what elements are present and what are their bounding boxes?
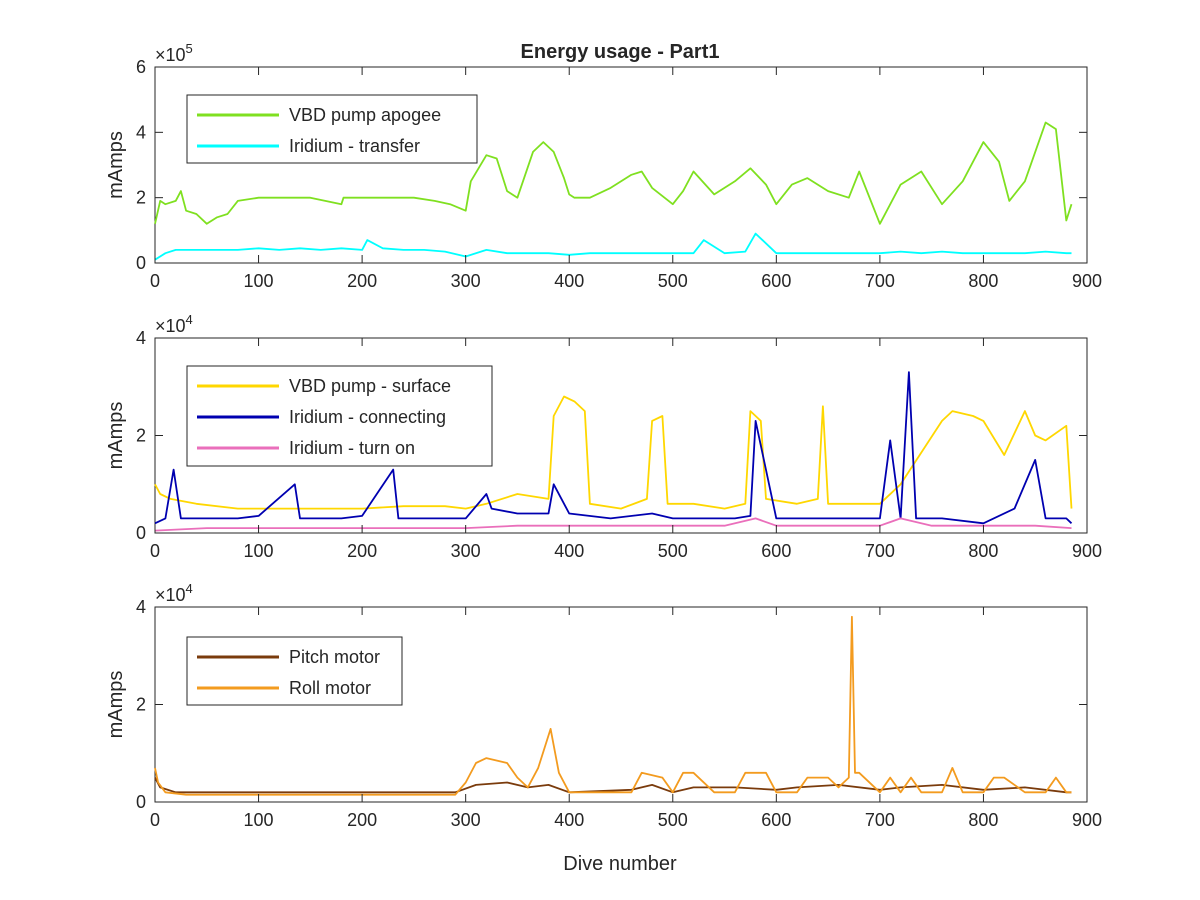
legend-box	[186, 94, 478, 164]
legend-entry-label: VBD pump apogee	[289, 105, 441, 125]
x-tick-label: 300	[451, 810, 481, 830]
x-tick-label: 100	[244, 810, 274, 830]
x-tick-label: 500	[658, 541, 688, 561]
x-tick-label: 800	[968, 541, 998, 561]
legend-entry-label: Iridium - transfer	[289, 136, 420, 156]
series-line-vbd-pump-surface	[154, 395, 1073, 510]
x-tick-label: 700	[865, 541, 895, 561]
y-axis-label: mAmps	[105, 671, 127, 739]
legend-entry-label: Pitch motor	[289, 647, 380, 667]
x-tick-label: 600	[761, 810, 791, 830]
y-tick-label: 2	[136, 426, 146, 446]
y-tick-label: 0	[136, 523, 146, 543]
series-line-iridium-transfer	[154, 232, 1072, 261]
y-tick-label: 4	[136, 122, 146, 142]
x-tick-label: 500	[658, 810, 688, 830]
x-tick-label: 800	[968, 810, 998, 830]
legend-entry-label: Roll motor	[289, 678, 371, 698]
series-line-pitch-motor	[154, 777, 1072, 794]
y-exponent-label: ×104	[155, 581, 193, 605]
y-tick-label: 6	[136, 57, 146, 77]
x-tick-label: 400	[554, 541, 584, 561]
x-tick-label: 400	[554, 810, 584, 830]
legend-entry-label: Iridium - connecting	[289, 407, 446, 427]
series-line-roll-motor	[154, 615, 1072, 796]
legend: VBD pump apogee Iridium - transfer	[186, 94, 478, 164]
x-tick-label: 700	[865, 271, 895, 291]
figure-title: Energy usage - Part1	[521, 41, 720, 63]
series-line-iridium-connecting	[154, 371, 1073, 525]
x-tick-label: 900	[1072, 541, 1102, 561]
y-exponent-label: ×105	[155, 41, 193, 65]
legend-entry-label: VBD pump - surface	[289, 376, 451, 396]
y-tick-label: 4	[136, 328, 146, 348]
x-tick-label: 900	[1072, 810, 1102, 830]
x-axis-label: Dive number	[563, 853, 677, 875]
x-tick-label: 300	[451, 541, 481, 561]
x-tick-label: 700	[865, 810, 895, 830]
x-tick-label: 500	[658, 271, 688, 291]
x-tick-label: 100	[244, 541, 274, 561]
legend-box	[186, 636, 403, 706]
x-tick-label: 0	[150, 271, 160, 291]
legend: VBD pump - surface Iridium - connecting Ir…	[186, 365, 493, 467]
y-tick-label: 2	[136, 188, 146, 208]
panel-2: 0 100 200 300 400 500 600 700 800 900 0 2 4 ×104 mAmps…	[105, 312, 1102, 561]
panel-3: 0 100 200 300 400 500 600 700 800 900 0 2 4 ×104 mAmps…	[105, 581, 1102, 830]
x-tick-label: 200	[347, 541, 377, 561]
y-exponent-label: ×104	[155, 312, 193, 336]
y-tick-label: 4	[136, 597, 146, 617]
x-tick-label: 300	[451, 271, 481, 291]
x-tick-label: 0	[150, 810, 160, 830]
y-axis-label: mAmps	[105, 131, 127, 199]
x-tick-label: 600	[761, 271, 791, 291]
y-tick-label: 0	[136, 792, 146, 812]
y-tick-label: 0	[136, 253, 146, 273]
x-tick-label: 100	[244, 271, 274, 291]
x-tick-label: 600	[761, 541, 791, 561]
series-line-vbd-pump-apogee	[154, 121, 1073, 225]
x-tick-label: 800	[968, 271, 998, 291]
x-tick-label: 200	[347, 810, 377, 830]
x-tick-label: 900	[1072, 271, 1102, 291]
x-tick-label: 0	[150, 541, 160, 561]
x-tick-label: 400	[554, 271, 584, 291]
panel-1: 0 100 200 300 400 500 600 700 800 900 0 2 4 6 ×105 mAmp…	[105, 41, 1102, 291]
y-tick-label: 2	[136, 695, 146, 715]
legend-entry-label: Iridium - turn on	[289, 438, 415, 458]
y-axis-label: mAmps	[105, 402, 127, 470]
x-tick-label: 200	[347, 271, 377, 291]
legend: Pitch motor Roll motor	[186, 636, 403, 706]
